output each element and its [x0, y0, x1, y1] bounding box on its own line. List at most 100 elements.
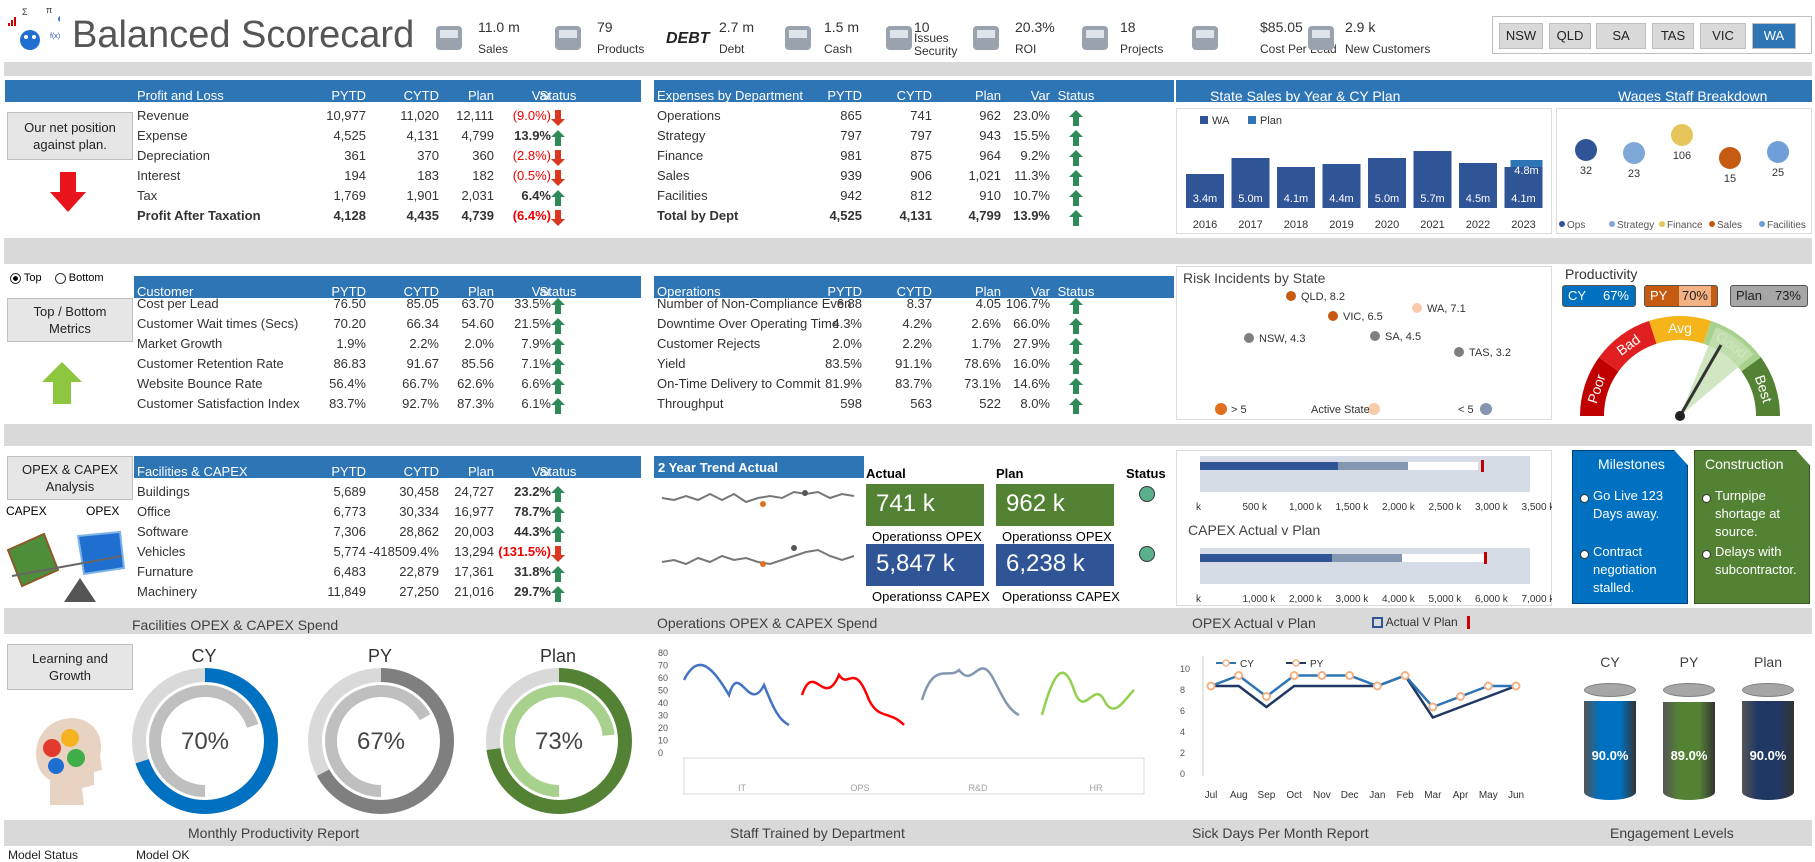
- bubble-strategy: [1623, 142, 1645, 164]
- card-item: Contract negotiation stalled.: [1593, 544, 1657, 595]
- cell-value: 7.9%: [521, 336, 551, 351]
- column-header: Plan: [974, 88, 1001, 103]
- x-tick: May: [1479, 790, 1498, 801]
- risk-legend-marker: [1215, 403, 1227, 415]
- y-tick: 60: [658, 673, 668, 683]
- trend-tile-value: 6,238 k: [996, 544, 1114, 586]
- cell-value: 56.4%: [329, 376, 366, 391]
- state-button-vic[interactable]: VIC: [1700, 23, 1746, 49]
- cell-value: -418509.4%: [368, 544, 439, 559]
- risk-legend-marker: [1480, 403, 1492, 415]
- sick-point: [1456, 692, 1466, 701]
- cell-value: 361: [344, 148, 366, 163]
- cell-value: 27.9%: [1013, 336, 1050, 351]
- donut-inner-arc: [149, 685, 261, 797]
- wages-chart: 32 23 106 15 25 Ops Strategy Finance Sales Facili…: [1559, 124, 1806, 231]
- gauge-label: Avg: [1668, 320, 1692, 336]
- debt-icon: DEBT: [666, 18, 710, 56]
- column-header: CYTD: [403, 464, 439, 479]
- cell-value: 1,769: [333, 188, 366, 203]
- status-up-arrow-icon: [1069, 358, 1083, 374]
- state-button-qld[interactable]: QLD: [1549, 23, 1591, 49]
- state-sales-panel: [1176, 108, 1552, 234]
- bullet-target-marker: [1484, 552, 1487, 564]
- cell-value: 83.7%: [895, 376, 932, 391]
- column-header: CYTD: [403, 284, 439, 299]
- state-button-tas[interactable]: TAS: [1652, 23, 1694, 49]
- column-header: Plan: [467, 88, 494, 103]
- cell-value: 8.0%: [1020, 396, 1050, 411]
- learning-growth-button[interactable]: Learning and Growth: [7, 644, 133, 690]
- pill-value: 73%: [1774, 288, 1801, 303]
- cell-value: 6.4%: [521, 188, 551, 203]
- row-label: Depreciation: [137, 148, 210, 163]
- state-button-nsw[interactable]: NSW: [1499, 23, 1543, 49]
- radio-bottom[interactable]: [54, 272, 66, 284]
- bullet-gap: [1408, 462, 1478, 470]
- bullet-tick: k: [1196, 594, 1202, 604]
- facilities-header: [134, 456, 641, 478]
- scale-opex-label: OPEX: [86, 504, 120, 518]
- brain-gears-icon: [36, 718, 102, 805]
- risk-label: QLD, 8.2: [1301, 291, 1345, 303]
- cell-value: 73.1%: [964, 376, 1001, 391]
- pill-value: 70%: [1678, 286, 1711, 306]
- column-header: CYTD: [403, 88, 439, 103]
- opex-capex-analysis-button[interactable]: OPEX & CAPEX Analysis: [7, 456, 133, 500]
- productivity-pill-plan: Plan 73%: [1730, 285, 1808, 307]
- bullet-tick: k: [1196, 502, 1202, 512]
- group-label: IT: [738, 783, 747, 793]
- status-up-arrow-icon: [1069, 110, 1083, 126]
- svg-text:Σ: Σ: [22, 7, 28, 17]
- cell-value: 4,131: [406, 128, 439, 143]
- productivity-pill-cy: CY 67%: [1562, 285, 1636, 307]
- kpi-value: 1.5 m: [824, 19, 860, 35]
- row-label: Operations: [657, 108, 721, 123]
- x-tick-label: 2020: [1375, 219, 1399, 231]
- cell-value: 2.0%: [832, 336, 862, 351]
- cylinder-title: CY: [1600, 654, 1620, 670]
- state-button-wa[interactable]: WA: [1752, 23, 1796, 49]
- cell-value: 812: [910, 188, 932, 203]
- bubble-facilities: [1767, 141, 1789, 163]
- risk-label: VIC, 6.5: [1343, 311, 1383, 323]
- net-position-button[interactable]: Our net position against plan.: [7, 112, 133, 160]
- card-bullet: [1702, 550, 1711, 559]
- donut-cy: 70%: [130, 666, 280, 816]
- risk-point-tas: [1454, 347, 1464, 357]
- cell-value: 33.5%: [514, 296, 551, 311]
- cell-value: (131.5%): [498, 544, 551, 559]
- actual-v-plan-legend-label: Actual V Plan: [1385, 615, 1458, 629]
- y-tick: 30: [658, 711, 668, 721]
- state-button-sa[interactable]: SA: [1596, 23, 1646, 49]
- cell-value: 20,003: [454, 524, 494, 539]
- cell-value: 66.0%: [1013, 316, 1050, 331]
- cell-value: 17,361: [454, 564, 494, 579]
- cell-value: 85.05: [406, 296, 439, 311]
- cell-value: 44.3%: [514, 524, 551, 539]
- radio-top[interactable]: [10, 272, 21, 284]
- cell-value: 981: [840, 148, 862, 163]
- cell-value: 2.6%: [971, 316, 1001, 331]
- cell-value: 13.9%: [514, 128, 551, 143]
- column-header: Operations: [657, 284, 721, 299]
- top-bottom-metrics-button[interactable]: Top / Bottom Metrics: [7, 298, 133, 342]
- status-up-arrow-icon: [551, 130, 565, 146]
- group-label: OPS: [850, 783, 869, 793]
- bullet-prior: [1338, 462, 1408, 470]
- svg-text:f(x): f(x): [50, 33, 60, 40]
- row-label: Sales: [657, 168, 690, 183]
- cell-value: 4,128: [333, 208, 366, 223]
- risk-label: WA, 7.1: [1427, 303, 1466, 315]
- trend-tile-value: 962 k: [996, 484, 1114, 526]
- x-tick: Mar: [1424, 790, 1442, 801]
- cell-value: 7,306: [333, 524, 366, 539]
- bar-label: 4.1m: [1511, 193, 1535, 205]
- staff-series-line: [1040, 671, 1135, 716]
- cell-value: 9.2%: [1020, 148, 1050, 163]
- capex-bullet-chart: k 1,000 k 2,000 k 3,000 k 4,000 k 5,000 k 6,00…: [1196, 548, 1552, 604]
- svg-text:π: π: [46, 5, 52, 15]
- debt-badge: DEBT: [666, 30, 710, 47]
- card-bullet: [1580, 494, 1589, 503]
- legend-dot: [1709, 221, 1715, 227]
